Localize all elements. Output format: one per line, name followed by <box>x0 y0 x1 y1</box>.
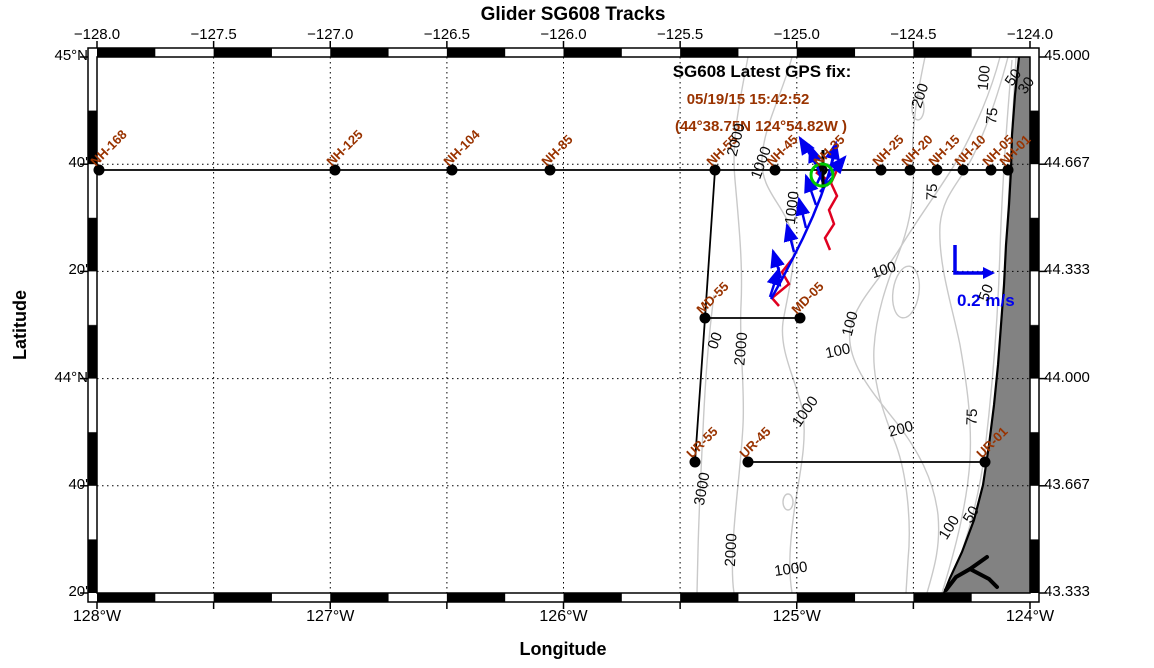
x-axis-bottom-tick-label: 124°W <box>1005 608 1055 625</box>
current-arrow <box>783 222 799 253</box>
y-axis-left-tick-label: 20' <box>68 583 88 600</box>
y-axis-right-tick-label: 45.000 <box>1044 47 1090 64</box>
contour-small-loop2 <box>911 95 925 121</box>
station-dot-NH-25 <box>875 164 887 176</box>
survey-lines <box>99 169 1012 463</box>
station-dot-UR-45 <box>742 456 754 468</box>
station-dot-MD-05 <box>794 312 806 324</box>
station-dots-layer <box>93 164 1014 468</box>
y-axis-left-tick-label: 40' <box>68 154 88 172</box>
velocity-scale-label: 0.2 m/s <box>957 291 1015 310</box>
x-axis-top-tick-label: −127.0 <box>307 26 354 43</box>
x-axis-top-tick-label: −126.5 <box>423 26 471 43</box>
current-arrow <box>766 266 782 298</box>
y-axis-right-tick-label: 44.000 <box>1044 368 1090 386</box>
contour-depth-label: 75 <box>963 408 982 426</box>
station-dot-UR-55 <box>689 456 701 468</box>
x-axis-top-tick-label: −124.5 <box>890 26 937 43</box>
contour-small-loop <box>782 493 794 511</box>
contour-depth-label: 75 <box>923 183 942 201</box>
contour-depth-label: 2000 <box>721 532 741 568</box>
x-axis-top-tick-label: −125.5 <box>656 26 704 43</box>
frame-band-left-pattern <box>88 57 97 593</box>
contour-100m <box>848 56 1001 594</box>
contour-200m <box>873 56 926 594</box>
x-axis-bottom-tick-label: 127°W <box>306 608 355 625</box>
x-axis-top-tick-label: −124.0 <box>1006 26 1054 43</box>
frame-band-right-pattern <box>1030 57 1039 593</box>
station-dot-NH-55 <box>709 164 721 176</box>
latest-fix-circle <box>809 162 835 188</box>
station-dot-MD-55 <box>699 312 711 324</box>
y-axis-right-tick-label: 44.333 <box>1044 261 1090 279</box>
current-arrow <box>825 140 840 171</box>
velocity-scale <box>953 245 995 279</box>
y-axis-left-tick-label: 20' <box>68 261 88 279</box>
y-axis-left-tick-label: 44°N <box>54 368 88 386</box>
contour-50m <box>947 59 1013 591</box>
frame-band-top-pattern <box>97 48 1030 57</box>
estuary-inlet <box>944 555 999 592</box>
graticule <box>97 57 1030 593</box>
current-vectors <box>766 135 847 298</box>
frame-outer <box>87 47 1040 603</box>
station-dot-NH-104 <box>446 164 458 176</box>
station-dot-NH-45 <box>769 164 781 176</box>
map-frame <box>80 41 1047 609</box>
velocity-scale-arrow <box>953 245 983 275</box>
x-axis-top-tick-label: −128.0 <box>73 26 121 43</box>
x-axis-bottom-tick-label: 128°W <box>72 608 122 625</box>
station-dot-NH-85 <box>544 164 556 176</box>
station-dot-UR-01 <box>979 456 991 468</box>
y-axis-left-tick-label: 40' <box>68 475 88 493</box>
contour-3000m <box>696 294 715 594</box>
station-dot-NH-125 <box>329 164 341 176</box>
glider-track-cluster <box>766 135 847 307</box>
station-dot-NH-10 <box>957 164 969 176</box>
frame-inner <box>96 56 1031 594</box>
glider-track-red <box>770 257 794 307</box>
gps-fix-position: (44°38.75N 124°54.82W ) <box>674 118 848 135</box>
axis-tickmarks <box>80 41 1047 609</box>
y-axis-right-tick-label: 43.667 <box>1044 475 1090 493</box>
contour-depth-label: 2000 <box>731 331 752 367</box>
bathymetry-contours <box>696 56 1017 594</box>
x-axis-top-tick-label: −126.0 <box>540 26 587 43</box>
contour-75m <box>939 56 1009 594</box>
y-axis-title: Latitude <box>10 290 31 360</box>
y-axis-right-tick-label: 44.667 <box>1044 154 1090 172</box>
contour-depth-label: 100 <box>974 64 994 92</box>
velocity-scale-arrowhead <box>983 267 995 279</box>
y-axis-right-tick-label: 43.333 <box>1044 583 1090 600</box>
y-axis-left-tick-label: 45°N <box>54 47 88 64</box>
land <box>944 57 1030 593</box>
contour-1000m <box>761 56 805 594</box>
x-axis-title: Longitude <box>519 639 607 659</box>
station-dot-NH-15 <box>931 164 943 176</box>
current-arrow <box>804 173 819 206</box>
station-dot-NH-01 <box>1002 164 1014 176</box>
current-arrow <box>795 196 811 229</box>
x-axis-top-tick-label: −127.5 <box>190 26 237 43</box>
coastline <box>942 56 1021 594</box>
station-dot-NH-05 <box>985 164 997 176</box>
x-axis-bottom-tick-label: 126°W <box>539 608 588 625</box>
x-axis-bottom-tick-label: 125°W <box>772 608 821 625</box>
contour-2000m <box>731 56 749 594</box>
contour-depth-label: 75 <box>983 106 1002 125</box>
frame-band-bottom-pattern <box>97 593 1030 602</box>
current-arrow <box>825 155 847 181</box>
station-dot-NH-20 <box>904 164 916 176</box>
current-arrow <box>798 135 820 169</box>
gps-fix-timestamp: 05/19/15 15:42:52 <box>686 91 810 108</box>
x-axis-top-tick-label: −125.0 <box>773 26 820 43</box>
page-title: Glider SG608 Tracks <box>480 4 666 25</box>
station-dot-NH-168 <box>93 164 105 176</box>
contour-bank-loop <box>891 265 921 319</box>
gps-fix-heading: SG608 Latest GPS fix: <box>672 62 852 81</box>
